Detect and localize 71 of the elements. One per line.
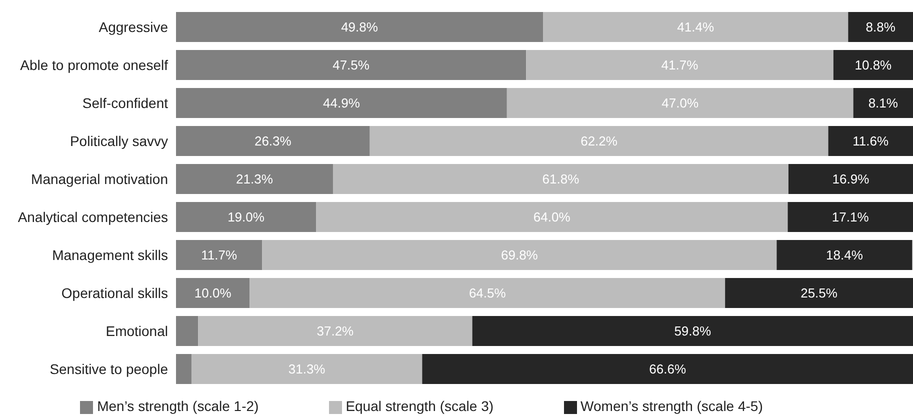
bar: [198, 316, 472, 346]
data-label: 11.6%: [852, 134, 890, 148]
data-label: 21.3%: [236, 172, 274, 186]
bar: [262, 240, 777, 270]
bar: [788, 164, 913, 194]
data-label: 61.8%: [542, 172, 580, 186]
bar: [828, 126, 913, 156]
y-tick-label: Able to promote oneself: [20, 56, 168, 73]
bar: [191, 354, 422, 384]
data-label: 47.0%: [662, 96, 699, 110]
bar: [526, 50, 834, 80]
bar: [176, 316, 198, 346]
bar: [853, 88, 913, 118]
y-tick-label: Self-confident: [82, 94, 168, 111]
bar: [833, 50, 913, 80]
data-label: 10.0%: [194, 286, 232, 300]
data-label: 25.5%: [800, 286, 838, 300]
bar: [176, 126, 370, 156]
bar: [848, 12, 913, 42]
legend-label: Men’s strength (scale 1-2): [97, 398, 259, 414]
bar: [176, 50, 526, 80]
data-label: 8.8%: [866, 20, 896, 34]
data-label: 10.8%: [854, 58, 892, 72]
bar: [332, 164, 788, 194]
data-label: 69.8%: [501, 248, 538, 262]
y-tick-label: Analytical competencies: [18, 208, 168, 225]
bar: [506, 88, 854, 118]
bar: [176, 12, 544, 42]
y-tick-label: Sensitive to people: [50, 360, 168, 377]
data-label: 37.2%: [316, 324, 354, 338]
data-label: 41.4%: [677, 20, 714, 34]
y-tick-label: Emotional: [106, 322, 168, 339]
legend-label: Equal strength (scale 3): [346, 398, 494, 414]
data-label: 19.0%: [228, 210, 265, 224]
bar: [776, 240, 912, 270]
bar: [250, 278, 726, 308]
data-label: 44.9%: [323, 96, 360, 110]
bar: [422, 354, 913, 384]
legend-label: Women’s strength (scale 4-5): [580, 398, 763, 414]
y-tick-label: Operational skills: [61, 284, 168, 301]
y-tick-label: Politically savvy: [70, 132, 168, 149]
data-label: 62.2%: [580, 134, 618, 148]
data-label: 64.0%: [533, 210, 571, 224]
bar: [176, 88, 507, 118]
bar: [176, 278, 250, 308]
data-label: 18.4%: [826, 248, 864, 262]
bar: [316, 202, 788, 232]
bar: [543, 12, 848, 42]
data-label: 47.5%: [332, 58, 370, 72]
bar: [176, 164, 333, 194]
bar: [788, 202, 913, 232]
data-label: 8.1%: [868, 96, 898, 110]
bar: [176, 354, 192, 384]
bar: [725, 278, 913, 308]
data-label: 16.9%: [832, 172, 870, 186]
data-label: 11.7%: [201, 248, 238, 262]
bar: [370, 126, 828, 156]
data-label: 66.6%: [649, 362, 686, 376]
data-label: 59.8%: [674, 324, 712, 338]
bar: [472, 316, 913, 346]
data-label: 49.8%: [341, 20, 378, 34]
bar: [176, 240, 262, 270]
y-tick-label: Aggressive: [98, 18, 168, 35]
data-label: 31.3%: [288, 362, 326, 376]
data-label: 17.1%: [832, 210, 870, 224]
bar: [176, 202, 316, 232]
y-tick-label: Management skills: [52, 246, 168, 263]
data-label: 41.7%: [661, 58, 699, 72]
data-label: 26.3%: [254, 134, 292, 148]
data-label: 64.5%: [468, 286, 506, 300]
y-tick-label: Managerial motivation: [31, 170, 168, 187]
